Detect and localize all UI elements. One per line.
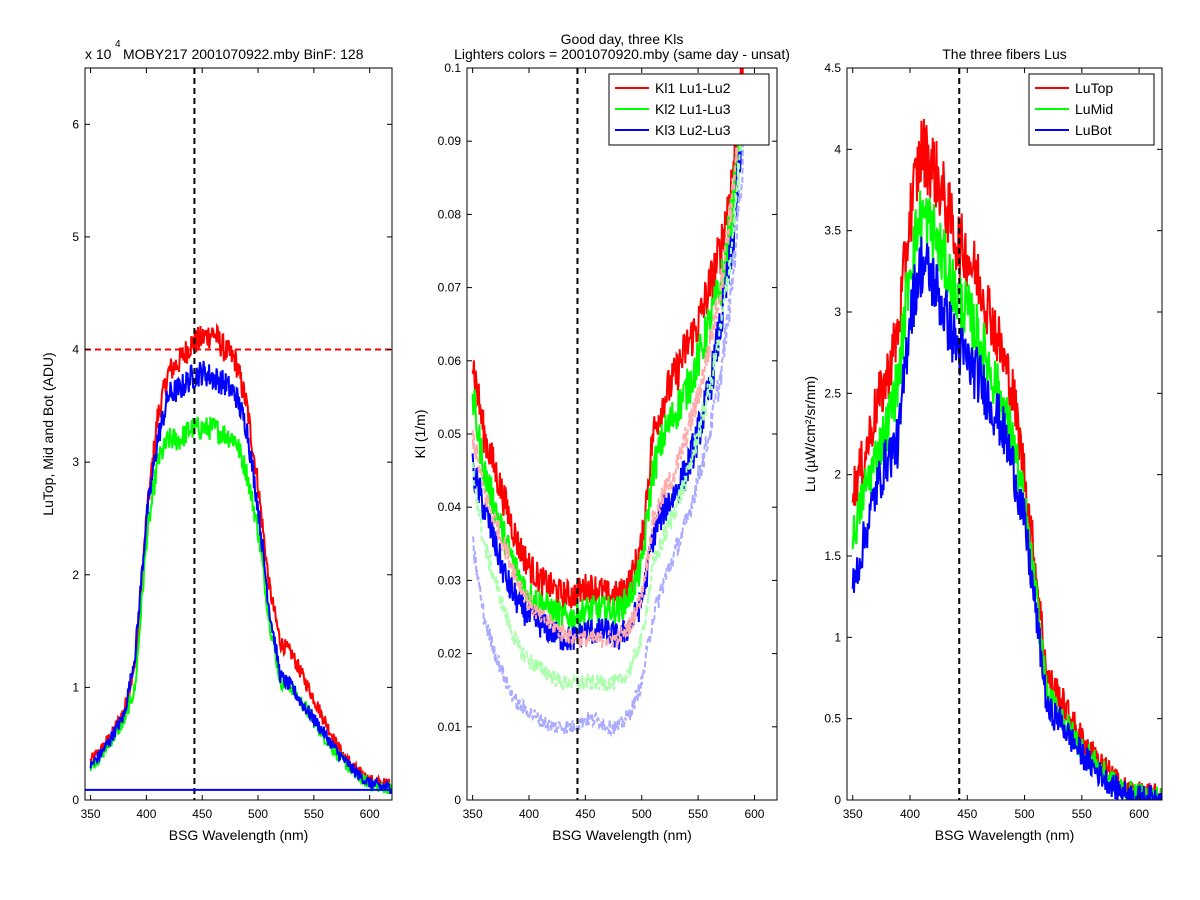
legend: Kl1 Lu1-Lu2 Kl2 Lu1-Lu3 Kl3 Lu2-Lu3 bbox=[608, 73, 770, 146]
y-tick-label: 0.05 bbox=[438, 427, 462, 441]
y-tick-label: 0 bbox=[454, 793, 461, 807]
y-tick-label: 5 bbox=[72, 230, 79, 244]
y-tick-label: 1.5 bbox=[824, 549, 841, 563]
series-line-2 bbox=[471, 117, 744, 651]
plot-content bbox=[851, 68, 1162, 800]
y-tick-label: 0.5 bbox=[824, 712, 841, 726]
series-line-3 bbox=[471, 73, 744, 648]
x-tick-label: 600 bbox=[1129, 807, 1149, 821]
x-axis-label: BSG Wavelength (nm) bbox=[169, 827, 309, 843]
plot-content bbox=[85, 68, 392, 800]
y-tick-label: 4 bbox=[834, 142, 841, 156]
x-tick-label: 500 bbox=[632, 807, 652, 821]
legend-entry: Kl2 Lu1-Lu3 bbox=[655, 101, 731, 117]
x-tick-label: 500 bbox=[248, 807, 268, 821]
series-line-1 bbox=[471, 95, 744, 630]
y-tick-label: 4 bbox=[72, 343, 79, 357]
x-tick-label: 400 bbox=[136, 807, 156, 821]
y-tick-label: 0.1 bbox=[444, 61, 461, 75]
y-tick-label: 0.04 bbox=[438, 500, 462, 514]
legend-entry: Kl1 Lu1-Lu2 bbox=[655, 80, 731, 96]
y-tick-label: 3 bbox=[834, 305, 841, 319]
series-line-2 bbox=[851, 236, 1162, 800]
axes-frame bbox=[84, 67, 393, 801]
x-tick-label: 600 bbox=[360, 807, 380, 821]
chart-title: Good day, three Kls bbox=[561, 31, 684, 47]
axes-frame bbox=[846, 67, 1163, 801]
legend-entry: LuTop bbox=[1075, 80, 1113, 96]
y-tick-label: 1 bbox=[834, 630, 841, 644]
y-tick-label: 2.5 bbox=[824, 386, 841, 400]
axis-exponent-power: 4 bbox=[115, 39, 121, 50]
chart-title: MOBY217 2001070922.mby BinF: 128 bbox=[123, 46, 364, 62]
chart-panel-kl: 350 400 450 500 550 60000.010.020.030.040.050… bbox=[412, 31, 790, 843]
x-axis-ticks: 350 400 450 500 550 600 bbox=[81, 68, 380, 821]
legend-entry: LuBot bbox=[1075, 122, 1112, 138]
x-tick-label: 400 bbox=[519, 807, 539, 821]
chart-title: The three fibers Lus bbox=[942, 46, 1067, 62]
y-tick-label: 0.06 bbox=[438, 354, 462, 368]
x-tick-label: 550 bbox=[1072, 807, 1092, 821]
x-tick-label: 350 bbox=[843, 807, 863, 821]
y-tick-label: 0 bbox=[72, 793, 79, 807]
x-tick-label: 450 bbox=[575, 807, 595, 821]
x-tick-label: 350 bbox=[463, 807, 483, 821]
series-line-4 bbox=[471, 110, 744, 693]
y-tick-label: 0.09 bbox=[438, 134, 462, 148]
y-axis-label: LuTop, Mid and Bot (ADU) bbox=[40, 352, 56, 515]
legend: LuTop LuMid LuBot bbox=[1028, 73, 1155, 146]
y-tick-label: 0.03 bbox=[438, 573, 462, 587]
y-axis-label: Lu (µW/cm²/sr/nm) bbox=[802, 376, 818, 492]
x-tick-label: 450 bbox=[957, 807, 977, 821]
y-tick-label: 0 bbox=[834, 793, 841, 807]
y-tick-label: 0.07 bbox=[438, 281, 462, 295]
y-tick-label: 3 bbox=[72, 455, 79, 469]
legend-entry: LuMid bbox=[1075, 101, 1113, 117]
x-axis-label: BSG Wavelength (nm) bbox=[552, 827, 692, 843]
plot-content bbox=[471, 68, 744, 800]
chart-subtitle: Lighters colors = 2001070920.mby (same d… bbox=[454, 46, 790, 62]
x-axis-ticks: 350 400 450 500 550 600 bbox=[463, 68, 765, 821]
plot-area bbox=[85, 68, 392, 800]
chart-panel-lu: 350 400 450 500 550 600 0 0.5 1 1.5 2 2.5 3 3.5 4 4.5 BS… bbox=[802, 46, 1163, 843]
y-tick-label: 2 bbox=[834, 468, 841, 482]
axis-exponent-label: x 10 bbox=[85, 46, 112, 62]
x-tick-label: 550 bbox=[304, 807, 324, 821]
x-tick-label: 400 bbox=[900, 807, 920, 821]
x-tick-label: 450 bbox=[192, 807, 212, 821]
y-tick-label: 1 bbox=[72, 680, 79, 694]
legend-entry: Kl3 Lu2-Lu3 bbox=[655, 122, 731, 138]
chart-panel-adu: 350 400 450 500 550 600 0 1 2 3 4 5 6 BSG Wavelength … bbox=[40, 39, 393, 843]
x-tick-label: 350 bbox=[81, 807, 101, 821]
x-tick-label: 500 bbox=[1015, 807, 1035, 821]
y-tick-label: 0.02 bbox=[438, 647, 462, 661]
y-tick-label: 0.01 bbox=[438, 720, 462, 734]
series-line-2 bbox=[89, 360, 392, 795]
y-axis-ticks: 0 0.01 0.02 0.03 0.04 0.05 0.06 0.07 0.08 0.09 0.1 bbox=[438, 61, 777, 807]
y-tick-label: 3.5 bbox=[824, 224, 841, 238]
x-axis-ticks: 350 400 450 500 550 600 bbox=[843, 68, 1149, 821]
y-axis-label: Kl (1/m) bbox=[412, 410, 428, 459]
y-tick-label: 4.5 bbox=[824, 61, 841, 75]
y-tick-label: 2 bbox=[72, 568, 79, 582]
y-tick-label: 6 bbox=[72, 117, 79, 131]
y-tick-label: 0.08 bbox=[438, 207, 462, 221]
x-axis-label: BSG Wavelength (nm) bbox=[935, 827, 1075, 843]
series-line-0 bbox=[471, 68, 744, 610]
y-axis-ticks: 0 1 2 3 4 5 6 bbox=[72, 117, 392, 807]
x-tick-label: 600 bbox=[744, 807, 764, 821]
y-axis-ticks: 0 0.5 1 1.5 2 2.5 3 3.5 4 4.5 bbox=[824, 61, 1162, 807]
x-tick-label: 550 bbox=[688, 807, 708, 821]
series-line-5 bbox=[471, 143, 744, 738]
